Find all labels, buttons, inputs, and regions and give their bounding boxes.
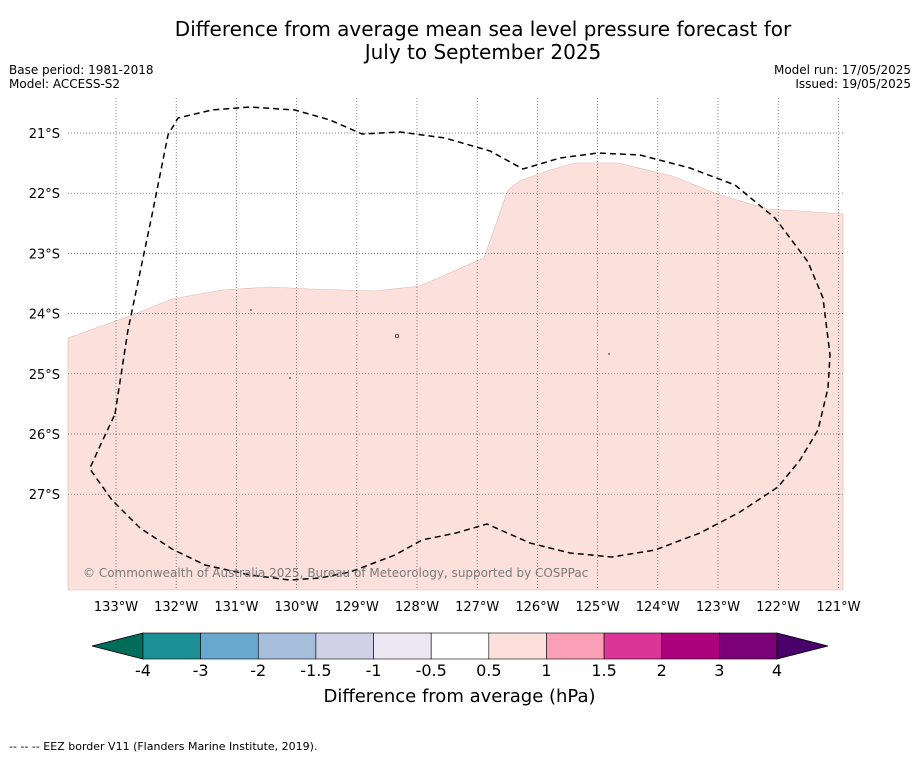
colorbar-tick-label: -4 [135,661,151,680]
graticule [68,98,843,590]
colorbar-segment [257,632,317,660]
contour-speck [289,377,291,379]
colorbar-segment [430,632,490,660]
longitude-label: 121°W [816,600,860,615]
longitude-label: 127°W [455,600,499,615]
colorbar-ticks: -4 -3 -2 -1.5 -1 -0.5 0.5 1 1.5 2 3 4 [135,661,782,680]
colorbar-tick-label: -3 [193,661,209,680]
colorbar-segment [142,632,201,660]
colorbar-segment [488,632,547,660]
colorbar-tick-label: -1 [366,661,382,680]
colorbar-extend-low [91,632,144,660]
longitude-label: 131°W [214,600,258,615]
issued-text: Issued: 19/05/2025 [795,77,911,91]
colorbar-tick-label: 1.5 [591,661,616,680]
contour-speck [608,353,610,355]
contour-speck [250,309,252,311]
longitude-labels: 133°W 132°W 131°W 130°W 129°W 128°W 127°W 126°W… [94,600,861,615]
colorbar-label: Difference from average (hPa) [323,686,596,707]
colorbar-segment [603,632,663,660]
longitude-label: 123°W [696,600,740,615]
colorbar [91,632,829,660]
latitude-label: 22°S [29,187,60,202]
latitude-labels: 21°S 22°S 23°S 24°S 25°S 26°S 27°S [29,127,60,503]
colorbar-tick-label: -0.5 [416,661,447,680]
longitude-label: 129°W [335,600,379,615]
anomaly-region [67,162,844,591]
meta-left: Base period: 1981-2018 Model: ACCESS-S2 [9,63,154,91]
latitude-label: 25°S [29,368,60,383]
colorbar-tick-label: -2 [250,661,266,680]
longitude-label: 124°W [636,600,680,615]
longitude-label: 130°W [275,600,319,615]
colorbar-segment [315,632,374,660]
contour-speck [394,333,400,339]
colorbar-segment [373,632,432,660]
colorbar-tick-label: 1 [541,661,551,680]
model-run-text: Model run: 17/05/2025 [773,63,911,77]
longitude-label: 133°W [94,600,138,615]
meta-right: Model run: 17/05/2025 Issued: 19/05/2025 [774,63,911,91]
model-text: Model: ACCESS-S2 [9,77,121,91]
longitude-label: 126°W [515,600,559,615]
copyright-text: © Commonwealth of Australia 2025, Bureau… [83,566,588,580]
latitude-label: 24°S [29,308,60,323]
colorbar-segment [546,632,605,660]
colorbar-tick-label: 2 [657,661,667,680]
title-line-2: July to September 2025 [364,40,602,64]
footer-note: -- -- -- EEZ border V11 (Flanders Marine… [9,740,318,753]
colorbar-tick-label: -1.5 [300,661,331,680]
latitude-label: 26°S [29,428,60,443]
latitude-label: 21°S [29,127,60,142]
colorbar-segment [719,632,778,660]
colorbar-tick-label: 3 [714,661,724,680]
colorbar-extend-high [776,632,829,660]
map-title: Difference from average mean sea level p… [0,18,919,64]
longitude-label: 132°W [154,600,198,615]
colorbar-tick-label: 0.5 [476,661,501,680]
longitude-label: 128°W [395,600,439,615]
title-line-1: Difference from average mean sea level p… [174,17,792,41]
colorbar-segment [200,632,259,660]
colorbar-segment [661,632,720,660]
longitude-label: 125°W [576,600,620,615]
latitude-label: 23°S [29,247,60,262]
colorbar-tick-label: 4 [772,661,782,680]
latitude-label: 27°S [29,488,60,503]
longitude-label: 122°W [756,600,800,615]
base-period-text: Base period: 1981-2018 [9,63,154,77]
